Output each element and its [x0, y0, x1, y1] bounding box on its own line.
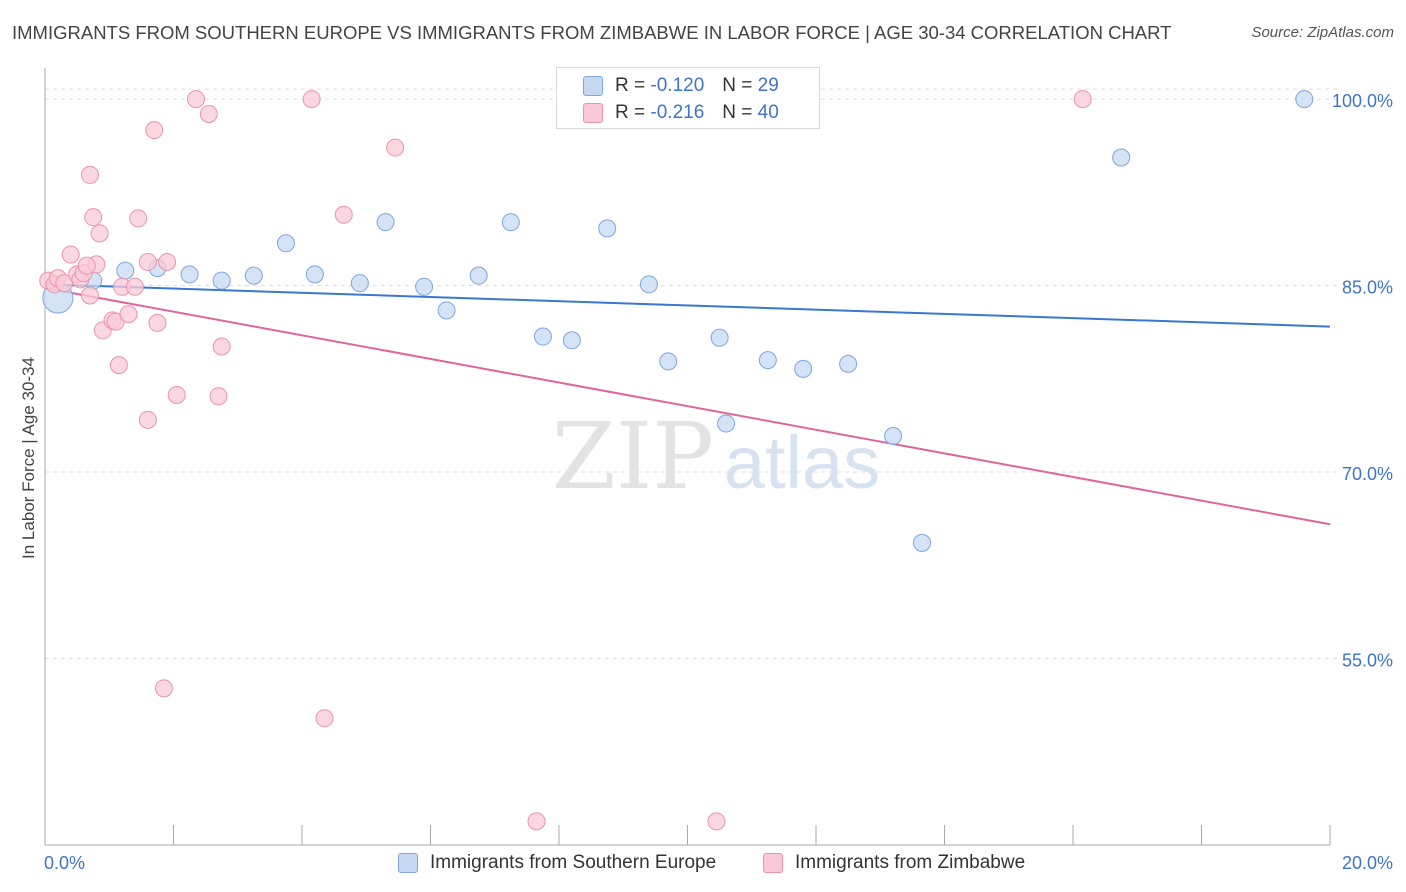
point-zimbabwe [707, 812, 726, 831]
legend-n-label: N = [722, 75, 753, 96]
point-southern-europe [469, 266, 488, 285]
source-label: Source: ZipAtlas.com [1251, 24, 1394, 41]
point-zimbabwe [386, 138, 405, 157]
legend-box: R = -0.120 N = 29 R = -0.216 N = 40 [556, 67, 820, 129]
legend-swatch-pink [583, 103, 603, 123]
point-zimbabwe [302, 90, 321, 109]
y-tick-label: 100.0% [1332, 91, 1393, 111]
point-southern-europe [376, 213, 395, 232]
bottom-legend-label: Immigrants from Zimbabwe [795, 852, 1026, 873]
point-zimbabwe [315, 709, 334, 728]
watermark: ZIP atlas [552, 403, 880, 510]
bottom-legend-swatch-pink [763, 853, 783, 873]
point-zimbabwe [186, 90, 205, 109]
point-zimbabwe [167, 385, 186, 404]
point-southern-europe [1112, 148, 1131, 167]
point-southern-europe [913, 533, 932, 552]
legend-r-value: -0.216 [650, 102, 705, 123]
point-zimbabwe [138, 410, 157, 429]
x-tick-label-min: 0.0% [44, 853, 85, 873]
legend-swatch-blue [583, 76, 603, 96]
point-zimbabwe [334, 205, 353, 224]
legend-row-southern-europe: R = -0.120 N = 29 [583, 74, 779, 98]
point-zimbabwe [80, 286, 99, 305]
point-southern-europe [758, 351, 777, 370]
bottom-legend-swatch-blue [398, 853, 418, 873]
point-southern-europe [276, 234, 295, 253]
bottom-legend: Immigrants from Southern Europe Immigran… [0, 852, 1406, 878]
point-zimbabwe [1073, 90, 1092, 109]
point-southern-europe [794, 359, 813, 378]
bottom-legend-zimbabwe: Immigrants from Zimbabwe [763, 852, 1025, 874]
point-southern-europe [116, 261, 135, 280]
point-zimbabwe [158, 252, 177, 271]
legend-r-value: -0.120 [650, 75, 705, 96]
point-zimbabwe [212, 337, 231, 356]
point-southern-europe [350, 274, 369, 293]
point-zimbabwe [199, 104, 218, 123]
y-tick-label: 55.0% [1342, 651, 1393, 671]
point-southern-europe [305, 265, 324, 284]
point-southern-europe [437, 301, 456, 320]
point-zimbabwe [80, 165, 99, 184]
tick-labels: 55.0% 70.0% 85.0% 100.0% 0.0% 20.0% [44, 91, 1393, 873]
point-zimbabwe [145, 121, 164, 140]
trend-line-southern-europe [44, 283, 1331, 328]
point-southern-europe [1295, 90, 1314, 109]
y-tick-label: 70.0% [1342, 464, 1393, 484]
point-southern-europe [659, 352, 678, 371]
legend-n-value: 29 [757, 75, 779, 96]
point-zimbabwe [154, 679, 173, 698]
bottom-legend-southern-europe: Immigrants from Southern Europe [398, 852, 716, 874]
point-southern-europe [598, 219, 617, 238]
point-southern-europe [501, 213, 520, 232]
y-tick-label: 85.0% [1342, 278, 1393, 298]
point-southern-europe [244, 266, 263, 285]
point-southern-europe [717, 414, 736, 433]
point-zimbabwe [138, 252, 157, 271]
point-zimbabwe [125, 277, 144, 296]
point-zimbabwe [129, 209, 148, 228]
point-zimbabwe [109, 356, 128, 375]
x-tick-label-max: 20.0% [1342, 853, 1393, 873]
point-zimbabwe [77, 256, 96, 275]
point-southern-europe [639, 275, 658, 294]
point-zimbabwe [209, 387, 228, 406]
data-points [39, 90, 1314, 831]
chart-title: IMMIGRANTS FROM SOUTHERN EUROPE VS IMMIG… [12, 22, 1172, 43]
axes [44, 68, 1331, 846]
point-southern-europe [212, 271, 231, 290]
point-southern-europe [415, 277, 434, 296]
point-zimbabwe [84, 208, 103, 227]
point-southern-europe [839, 354, 858, 373]
point-southern-europe [562, 331, 581, 350]
trend-line-zimbabwe [44, 287, 1331, 526]
trend-lines [44, 283, 1331, 526]
point-zimbabwe [527, 812, 546, 831]
legend-n-value: 40 [757, 102, 779, 123]
watermark-zip: ZIP [552, 403, 714, 510]
point-southern-europe [884, 426, 903, 445]
point-zimbabwe [148, 313, 167, 332]
legend-r-label: R = [615, 102, 646, 123]
point-zimbabwe [119, 305, 138, 324]
legend-n-label: N = [722, 102, 753, 123]
grid-lines [45, 88, 1340, 660]
point-southern-europe [180, 265, 199, 284]
legend-row-zimbabwe: R = -0.216 N = 40 [583, 101, 779, 125]
point-zimbabwe [90, 224, 109, 243]
bottom-legend-label: Immigrants from Southern Europe [430, 852, 717, 873]
watermark-atlas: atlas [724, 421, 880, 504]
legend-r-label: R = [615, 75, 646, 96]
point-zimbabwe [61, 245, 80, 264]
point-southern-europe [710, 328, 729, 347]
y-axis-label: In Labor Force | Age 30-34 [19, 357, 38, 559]
point-southern-europe [533, 327, 552, 346]
